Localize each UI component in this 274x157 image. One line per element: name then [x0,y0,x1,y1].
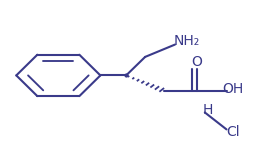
Text: NH₂: NH₂ [174,34,200,48]
Text: O: O [191,54,202,69]
Text: OH: OH [223,81,244,95]
Text: Cl: Cl [227,125,240,139]
Text: H: H [202,103,213,117]
